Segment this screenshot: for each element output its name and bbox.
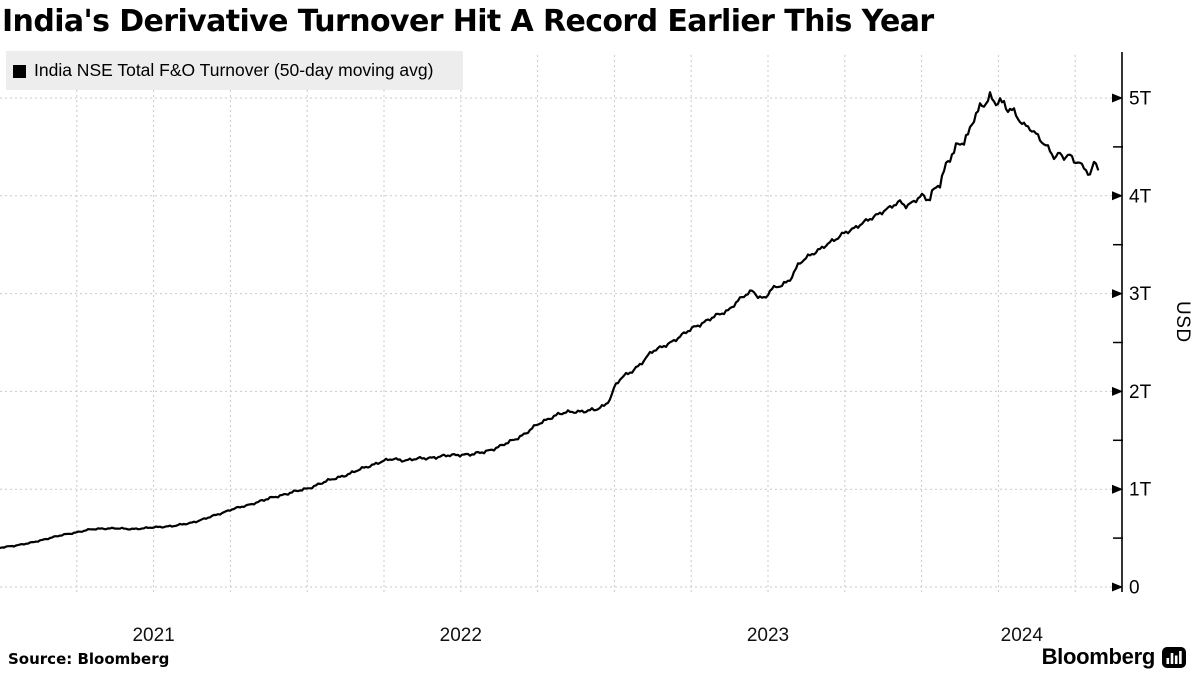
- bloomberg-wordmark: Bloomberg: [1041, 644, 1156, 669]
- y-tick-label: 5T: [1129, 89, 1152, 110]
- y-tick-label: 2T: [1129, 382, 1152, 403]
- x-tick-label: 2022: [440, 625, 482, 646]
- y-tick-arrow-icon: [1112, 582, 1123, 592]
- bloomberg-brand: Bloomberg: [1042, 644, 1186, 670]
- y-tick-arrow-icon: [1112, 484, 1123, 494]
- legend: India NSE Total F&O Turnover (50-day mov…: [6, 51, 463, 90]
- bloomberg-bars-icon: [1162, 646, 1186, 668]
- y-tick-arrow-icon: [1112, 386, 1123, 396]
- y-tick-label: 1T: [1129, 480, 1152, 501]
- y-tick-arrow-icon: [1112, 93, 1123, 103]
- y-tick-arrow-icon: [1112, 191, 1123, 201]
- legend-label: India NSE Total F&O Turnover (50-day mov…: [34, 60, 434, 80]
- source-note: Source: Bloomberg: [8, 650, 170, 668]
- x-tick-label: 2024: [1001, 625, 1044, 646]
- y-tick-label: 3T: [1129, 284, 1152, 305]
- turnover-series-line: [0, 91, 1100, 550]
- x-tick-label: 2021: [132, 625, 174, 646]
- page-title: India's Derivative Turnover Hit A Record…: [2, 4, 934, 39]
- y-tick-label: 4T: [1129, 186, 1152, 207]
- legend-swatch-icon: [13, 64, 26, 78]
- y-tick-label: 0: [1129, 578, 1140, 599]
- y-tick-arrow-icon: [1112, 289, 1123, 299]
- y-axis-title: USD: [1172, 301, 1193, 343]
- x-tick-label: 2023: [747, 625, 789, 646]
